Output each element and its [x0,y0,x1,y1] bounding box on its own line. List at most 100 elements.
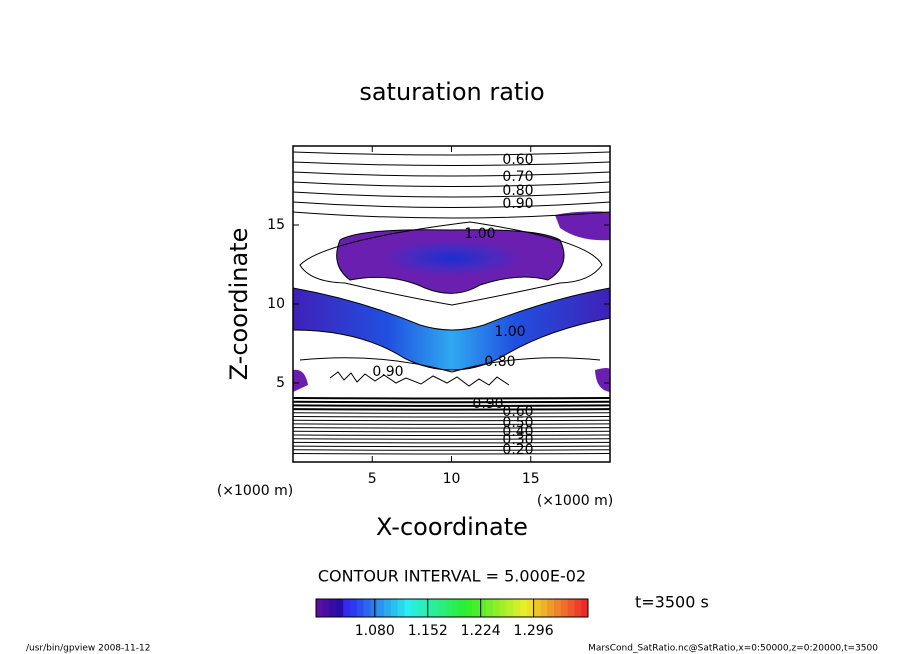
contour-label: 0.90 [502,196,533,212]
colorbar-cell [336,599,344,617]
colorbar-cell [506,599,514,617]
colorbar-cell [465,599,473,617]
contour-line [292,449,611,451]
colorbar-cell [438,599,446,617]
colorbar-cell [452,599,460,617]
contour-line [292,412,611,414]
colorbar-cell [384,599,392,617]
colorbar-cell [411,599,419,617]
colorbar-cell [343,599,351,617]
contour-label: 1.00 [494,324,525,340]
contour-line [292,211,611,219]
contour-line [292,441,611,444]
contour-line [292,434,611,436]
contour-label: 1.00 [464,226,495,242]
contour-line [292,423,611,425]
colorbar-cell [492,599,501,617]
contour-line [292,438,611,440]
colorbar-cell [424,599,433,617]
contour-label: 0.40 [502,424,533,440]
contour-label: 0.20 [502,442,533,458]
contour-label: 0.30 [502,432,533,448]
colorbar-cell [486,599,494,617]
contour-line [292,408,611,411]
contour-label: 0.80 [484,354,515,370]
contour-label: 0.50 [502,415,533,431]
contour-line [292,430,611,433]
colorbar-frame [315,598,589,618]
colorbar-cell [445,599,453,617]
contour-line [292,404,611,407]
contour-label: 0.70 [502,169,533,185]
contour-label: 0.90 [372,364,403,380]
chart-title: saturation ratio [359,78,544,106]
contour-lines [292,151,611,455]
contour-line [292,453,611,455]
contour-label: 0.60 [502,404,533,420]
colorbar-cell [526,599,535,617]
colorbar-cell [356,599,365,617]
contour-line [292,397,611,400]
contour-field [293,211,610,392]
colorbar-tick-label: 1.152 [408,623,448,639]
contour-interval: CONTOUR INTERVAL = 5.000E-02 [318,567,586,586]
x-axis-label: X-coordinate [376,513,528,541]
colorbar-cell [363,599,371,617]
colorbar-cell [458,599,467,617]
colorbar-cell [554,599,562,617]
contour-line [299,221,603,306]
y-axis-label: Z-coordinate [225,228,253,381]
colorbar-tick-label: 1.080 [355,623,395,639]
contour-line [292,171,611,177]
time-label: t=3500 s [635,593,709,612]
x-tick-label: 10 [443,471,461,487]
footer-left: /usr/bin/gpview 2008-11-12 [26,644,150,654]
contour-line [292,419,611,422]
x-tick-label: 15 [522,471,540,487]
colorbar-cell [499,599,507,617]
x-tick-label: 5 [368,471,377,487]
colorbar-cell [560,599,569,617]
contour-label: 0.60 [502,152,533,168]
y-unit: (×1000 m) [537,493,613,509]
colorbar-cell [547,599,555,617]
y-tick-label: 5 [276,375,285,391]
colorbar-cell [533,599,541,617]
colorbar-cell [350,599,358,617]
contour-line [292,181,611,187]
y-tick-label: 15 [267,217,285,233]
x-unit: (×1000 m) [217,483,293,499]
contour-line [292,161,611,166]
colorbar-cell [520,599,528,617]
colorbar-cell [431,599,439,617]
colorbar-cell [404,599,412,617]
contour-label: 0.80 [502,183,533,199]
colorbar-cell [370,599,378,617]
colorbar-cell [472,599,480,617]
colorbar [316,599,589,617]
contour-line [292,400,611,404]
contour-label: 0.90 [472,396,503,412]
colorbar-cell [418,599,426,617]
colorbar-cell [540,599,548,617]
colorbar-cell [479,599,487,617]
contour-line [292,201,611,208]
colorbar-tick-label: 1.224 [461,623,501,639]
colorbar-cell [390,599,399,617]
colorbar-cell [513,599,521,617]
colorbar-cell [581,599,589,617]
colorbar-cell [574,599,582,617]
colorbar-cell [397,599,405,617]
colorbar-cell [377,599,385,617]
colorbar-cell [567,599,575,617]
contour-line [292,416,611,418]
contour-line [292,445,611,448]
contour-line [292,151,611,156]
colorbar-cell [322,599,331,617]
contour-labels: 0.60 0.70 0.80 0.90 1.00 1.00 0.90 0.80 … [372,152,533,458]
contour-line [292,191,611,198]
colorbar-cell [316,599,324,617]
colorbar-tick-label: 1.296 [514,623,554,639]
y-tick-label: 10 [267,296,285,312]
